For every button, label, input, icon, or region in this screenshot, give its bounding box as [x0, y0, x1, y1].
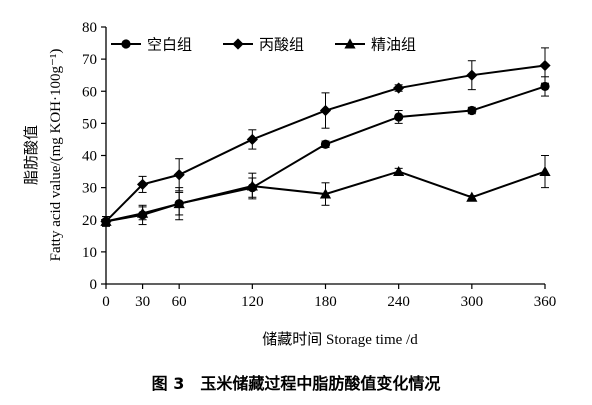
- data-point: [136, 207, 149, 218]
- data-point: [394, 112, 404, 122]
- legend: 空白组 丙酸组 精油组: [111, 36, 416, 54]
- data-point: [246, 133, 258, 146]
- y-tick-label: 50: [82, 116, 97, 132]
- y-tick-label: 10: [82, 245, 97, 261]
- y-axis-title-en: Fatty acid value/(mg KOH·100g⁻¹): [48, 49, 64, 262]
- x-tick-label: 240: [387, 294, 410, 310]
- x-tick-label: 180: [314, 294, 337, 310]
- data-point: [320, 139, 331, 149]
- data-point: [173, 198, 185, 209]
- data-point: [539, 59, 551, 72]
- y-tick-label: 0: [90, 277, 98, 293]
- data-point: [467, 105, 477, 116]
- data-point: [393, 165, 405, 177]
- y-tick-label: 40: [82, 149, 97, 165]
- data-point: [540, 81, 550, 92]
- figure-caption: 图 3 玉米储藏过程中脂肪酸值变化情况: [152, 374, 441, 393]
- series-line: [105, 64, 546, 223]
- legend-marker: [121, 39, 131, 49]
- series-line: [105, 85, 546, 223]
- x-tick-label: 30: [135, 294, 150, 310]
- data-point: [173, 169, 185, 181]
- x-tick-label: 120: [241, 294, 264, 310]
- legend-label: 丙酸组: [259, 36, 304, 54]
- y-tick-label: 70: [82, 52, 97, 68]
- data-point: [393, 82, 405, 94]
- legend-label: 空白组: [147, 36, 192, 54]
- x-tick-label: 360: [534, 294, 557, 310]
- x-axis-title: 储藏时间 Storage time /d: [262, 331, 418, 348]
- series-2: [100, 155, 551, 227]
- x-tick-label: 0: [102, 294, 110, 310]
- y-axis-title-zh: 脂肪酸值: [23, 125, 40, 185]
- y-tick-label: 60: [82, 84, 97, 100]
- y-tick-label: 20: [82, 213, 97, 229]
- data-point: [319, 104, 332, 117]
- data-point: [136, 178, 149, 191]
- data-point: [100, 215, 112, 226]
- y-tick-label: 80: [82, 20, 97, 36]
- y-tick-label: 30: [82, 181, 97, 197]
- legend-marker: [232, 38, 244, 50]
- series-layer: [100, 47, 551, 227]
- data-point: [466, 191, 478, 202]
- data-point: [246, 180, 258, 191]
- legend-marker: [344, 38, 356, 49]
- axes: 0 10 20 30 40 50 60 70 80 0 30 60 120 180 240 300 360: [82, 20, 556, 310]
- data-point: [319, 188, 332, 199]
- data-point: [539, 165, 551, 177]
- x-tick-label: 300: [461, 294, 484, 310]
- series-line: [105, 170, 546, 223]
- legend-label: 精油组: [371, 36, 416, 54]
- x-tick-label: 60: [172, 294, 187, 310]
- data-point: [466, 69, 478, 81]
